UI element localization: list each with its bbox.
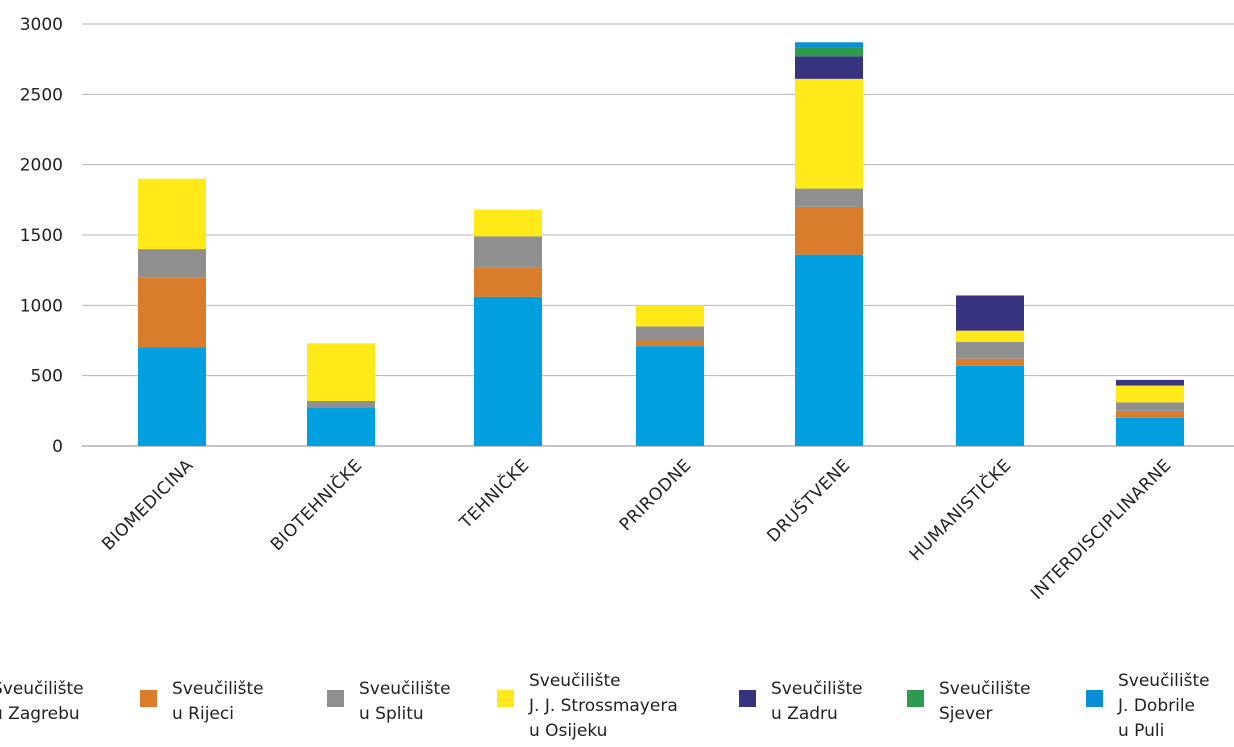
x-tick-label: INTERDISCIPLINARNE [1027, 455, 1175, 603]
bar-segment [138, 277, 206, 348]
y-axis-ticks: 0 500 1000 1500 2000 2500 3000 [20, 15, 63, 457]
legend-label: u Puli [1118, 721, 1164, 741]
bars [138, 42, 1184, 446]
bar-segment [795, 56, 863, 79]
bar-segment [138, 249, 206, 278]
bar-segment [1116, 402, 1184, 411]
legend-label: Sveučilište [359, 679, 451, 699]
x-tick-label: DRUŠTVENE [762, 454, 855, 547]
bar-segment [795, 78, 863, 189]
x-tick-label: PRIRODNE [616, 455, 696, 535]
x-tick-label: BIOMEDICINA [98, 455, 197, 554]
bar-segment [956, 365, 1024, 446]
legend-swatch [739, 690, 756, 707]
bar-segment [1116, 410, 1184, 418]
legend-label: Sveučilište [172, 679, 264, 699]
x-tick-label: HUMANISTIČKE [904, 454, 1015, 565]
bar-segment [307, 408, 375, 446]
legend-label: Sveučilište [771, 679, 863, 699]
legend-label: Sveučilište [1118, 671, 1210, 691]
x-tick-label: BIOTEHNIČKE [265, 454, 366, 555]
legend-swatch [140, 690, 157, 707]
legend-label: Sveučilište [529, 671, 621, 691]
bar-segment [1116, 379, 1184, 386]
legend-item: Sveučilište J. Dobrile u Puli [1086, 671, 1210, 741]
legend-label: Sveučilište [939, 679, 1031, 699]
bar-segment [795, 188, 863, 207]
bar-segment [956, 330, 1024, 342]
y-tick-label: 500 [31, 367, 63, 387]
legend-label: u Osijeku [529, 721, 607, 741]
bar-segment [474, 267, 542, 297]
legend-item: Sveučilište u Rijeci [140, 679, 264, 724]
legend-label: u Splitu [359, 704, 424, 724]
y-tick-label: 2000 [20, 156, 63, 176]
y-tick-label: 0 [52, 437, 63, 457]
x-axis-ticks: BIOMEDICINA BIOTEHNIČKE TEHNIČKE PRIRODNE DR… [98, 454, 1175, 604]
legend-item: Sveučilište J. J. Strossmayera u Osijeku [497, 671, 678, 741]
legend-item: Sveučilište u Zagrebu [0, 679, 84, 724]
legend-label: u Zadru [771, 704, 838, 724]
legend-label: J. Dobrile [1117, 696, 1195, 716]
legend-label: Sjever [939, 704, 992, 724]
bar-segment [1116, 417, 1184, 446]
bar-segment [307, 400, 375, 409]
legend-label: u Zagrebu [0, 704, 80, 724]
legend-swatch [327, 690, 344, 707]
legend-item: Sveučilište Sjever [907, 679, 1031, 724]
bar-segment [474, 236, 542, 268]
bar-segment [138, 178, 206, 250]
legend-item: Sveučilište u Splitu [327, 679, 451, 724]
legend-label: u Rijeci [172, 704, 234, 724]
bar-segment [1116, 385, 1184, 403]
legend-swatch [907, 690, 924, 707]
bar-segment [138, 347, 206, 446]
bar-segment [636, 346, 704, 446]
bar-segment [795, 47, 863, 57]
bar-segment [795, 254, 863, 446]
bar-segment [474, 209, 542, 237]
bar-segment [636, 340, 704, 347]
bar-segment [636, 326, 704, 341]
bar-segment [956, 341, 1024, 359]
bar-segment [795, 206, 863, 255]
legend-label: J. J. Strossmayera [528, 696, 678, 716]
bar-segment [956, 295, 1024, 331]
bar-segment [795, 42, 863, 48]
bar-segment [956, 358, 1024, 366]
y-tick-label: 1500 [20, 226, 63, 246]
legend-label: Sveučilište [0, 679, 84, 699]
bar-segment [636, 305, 704, 327]
x-tick-label: TEHNIČKE [454, 454, 533, 533]
y-tick-label: 3000 [20, 15, 63, 35]
bar-segment [307, 343, 375, 401]
legend-swatch [1086, 690, 1103, 707]
legend-item: Sveučilište u Zadru [739, 679, 863, 724]
y-tick-label: 2500 [20, 85, 63, 105]
bar-segment [474, 296, 542, 446]
y-tick-label: 1000 [20, 296, 63, 316]
legend-swatch [497, 690, 514, 707]
